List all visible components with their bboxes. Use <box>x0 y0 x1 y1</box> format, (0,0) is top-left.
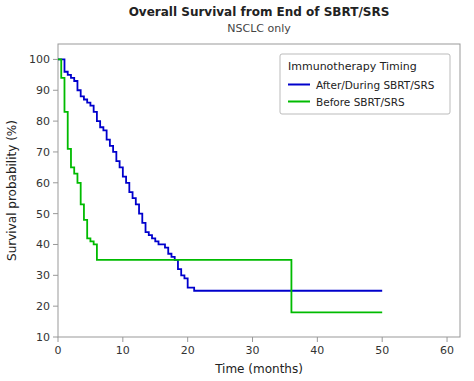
y-tick-label: 50 <box>36 208 50 221</box>
legend-entry: Before SBRT/SRS <box>316 96 405 108</box>
y-tick <box>53 182 58 183</box>
y-tick-label: 10 <box>36 331 50 344</box>
y-tick-label: 60 <box>36 177 50 190</box>
x-tick <box>382 337 383 342</box>
x-tick <box>447 337 448 342</box>
x-tick-label: 0 <box>55 344 62 357</box>
y-tick <box>53 244 58 245</box>
legend-swatch <box>288 101 310 103</box>
y-tick <box>53 306 58 307</box>
y-tick <box>53 121 58 122</box>
y-axis-label: Survival probability (%) <box>5 120 19 261</box>
y-tick <box>53 275 58 276</box>
x-tick-label: 20 <box>181 344 195 357</box>
plot-frame <box>58 44 460 337</box>
x-tick-label: 30 <box>246 344 260 357</box>
legend-entry: After/During SBRT/SRS <box>316 79 435 91</box>
x-tick <box>58 337 59 342</box>
x-tick <box>187 337 188 342</box>
x-tick <box>252 337 253 342</box>
y-tick-label: 100 <box>29 53 50 66</box>
y-tick <box>53 59 58 60</box>
legend-swatch <box>288 84 310 86</box>
legend-box <box>280 54 450 114</box>
x-tick <box>122 337 123 342</box>
x-axis-label: Time (months) <box>214 362 303 376</box>
y-tick <box>53 337 58 338</box>
y-tick <box>53 90 58 91</box>
y-tick-label: 80 <box>36 115 50 128</box>
y-tick <box>53 151 58 152</box>
legend-title: Immunotherapy Timing <box>288 60 417 73</box>
x-tick-label: 50 <box>375 344 389 357</box>
x-tick-label: 10 <box>116 344 130 357</box>
legend: Immunotherapy Timing After/During SBRT/SR… <box>280 54 450 114</box>
y-tick-label: 30 <box>36 269 50 282</box>
y-tick-label: 70 <box>36 146 50 159</box>
title: Overall Survival from End of SBRT/SRS <box>129 5 390 19</box>
x-tick-label: 40 <box>310 344 324 357</box>
y-tick-label: 20 <box>36 300 50 313</box>
chart: Overall Survival from End of SBRT/SRS NSC… <box>0 0 474 381</box>
y-tick-label: 40 <box>36 238 50 251</box>
x-tick-label: 60 <box>440 344 454 357</box>
y-tick <box>53 213 58 214</box>
x-tick <box>317 337 318 342</box>
subtitle: NSCLC only <box>227 22 291 35</box>
y-tick-label: 90 <box>36 84 50 97</box>
